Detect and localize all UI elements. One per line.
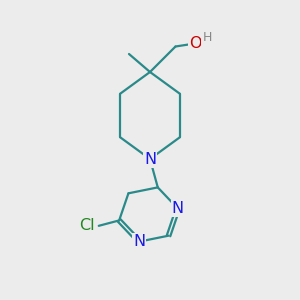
Text: Cl: Cl (79, 218, 94, 233)
Text: H: H (202, 31, 212, 44)
Text: O: O (189, 36, 201, 51)
Text: N: N (172, 201, 184, 216)
Text: N: N (144, 152, 156, 166)
Text: N: N (133, 234, 145, 249)
